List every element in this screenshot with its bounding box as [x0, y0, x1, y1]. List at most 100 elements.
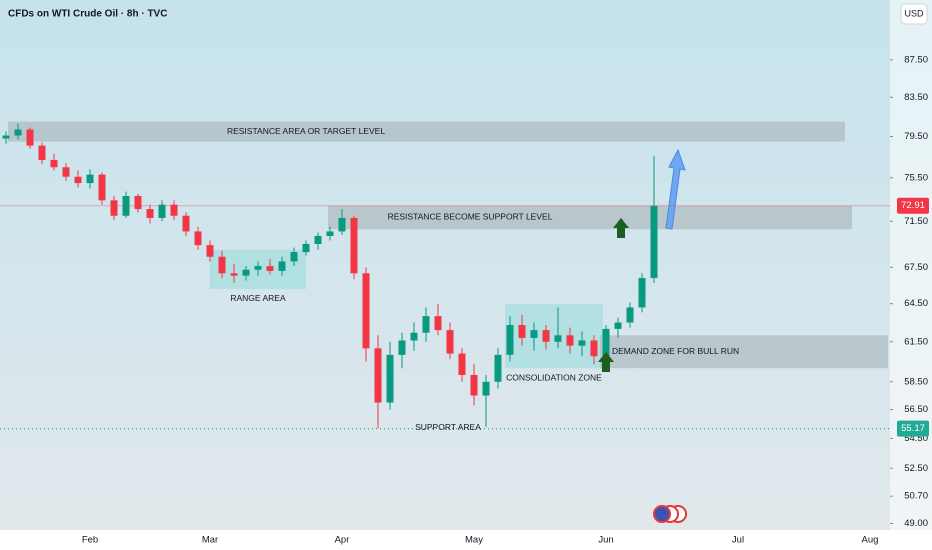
- y-tick-label: 49.00: [904, 518, 928, 529]
- y-tick-label: 71.50: [904, 216, 928, 227]
- currency-button[interactable]: [900, 3, 928, 25]
- candle-body: [494, 354, 502, 382]
- candle-body: [50, 159, 58, 168]
- y-tick-label: 75.50: [904, 172, 928, 183]
- event-icon: [653, 505, 671, 523]
- candle-body: [410, 332, 418, 341]
- candle-body: [398, 340, 406, 355]
- candle-body: [170, 204, 178, 216]
- event-icons: [653, 505, 687, 523]
- candle-body: [362, 273, 370, 349]
- candle-body: [554, 335, 562, 342]
- candle-body: [62, 167, 70, 177]
- x-tick-label: Jul: [732, 535, 744, 546]
- candle-body: [266, 266, 274, 271]
- candle-body: [650, 205, 658, 279]
- candle-body: [194, 231, 202, 246]
- price-tag-label: 55.17: [901, 423, 925, 434]
- candle-body: [2, 135, 10, 139]
- zone-label: RESISTANCE BECOME SUPPORT LEVEL: [388, 212, 553, 222]
- candle-body: [302, 243, 310, 253]
- candle-body: [386, 354, 394, 403]
- candle-body: [446, 330, 454, 354]
- y-tick-label: 79.50: [904, 131, 928, 142]
- candle-body: [374, 348, 382, 403]
- x-tick-label: Jun: [598, 535, 613, 546]
- chart-title: CFDs on WTI Crude Oil · 8h · TVC: [8, 9, 167, 20]
- candle-body: [134, 195, 142, 210]
- candle-body: [602, 328, 610, 357]
- y-tick-label: 52.50: [904, 463, 928, 474]
- candle-body: [458, 353, 466, 375]
- candle-body: [182, 215, 190, 232]
- up-arrow: [598, 352, 614, 372]
- x-tick-label: Aug: [862, 535, 879, 546]
- zone-label: DEMAND ZONE FOR BULL RUN: [612, 346, 739, 356]
- candle-body: [518, 325, 526, 338]
- y-tick-label: 54.50: [904, 433, 928, 444]
- candle-body: [614, 322, 622, 329]
- candle-body: [566, 335, 574, 346]
- price-tag: [897, 420, 929, 437]
- candle-body: [26, 129, 34, 146]
- candle-body: [470, 374, 478, 396]
- candle-body: [278, 261, 286, 271]
- zone-label: RESISTANCE AREA OR TARGET LEVEL: [227, 126, 385, 136]
- x-tick-label: Apr: [335, 535, 350, 546]
- price-tag: [897, 197, 929, 214]
- candle-body: [338, 217, 346, 232]
- candle-body: [86, 174, 94, 184]
- y-tick-label: 83.50: [904, 92, 928, 103]
- candle-body: [122, 195, 130, 216]
- zone-label: CONSOLIDATION ZONE: [506, 372, 602, 382]
- candle-body: [530, 330, 538, 338]
- candle-body: [590, 340, 598, 357]
- candle-body: [314, 235, 322, 244]
- candle-body: [422, 316, 430, 333]
- candle-body: [110, 200, 118, 216]
- y-tick-label: 87.50: [904, 54, 928, 65]
- time-axis-bg: [0, 530, 932, 550]
- zone-label: RANGE AREA: [230, 293, 286, 303]
- y-tick-label: 50.70: [904, 491, 928, 502]
- zone: [8, 121, 845, 142]
- candle-body: [242, 269, 250, 276]
- candle-body: [434, 316, 442, 331]
- price-axis-bg: [890, 0, 932, 550]
- candle-body: [638, 278, 646, 308]
- candle-body: [14, 129, 22, 136]
- zone: [328, 205, 852, 230]
- candle-body: [506, 325, 514, 355]
- zone: [600, 335, 888, 369]
- candle-body: [326, 231, 334, 236]
- candle-body: [146, 209, 154, 218]
- x-tick-label: Mar: [202, 535, 218, 546]
- candle-body: [254, 266, 262, 270]
- candle-body: [578, 340, 586, 346]
- currency[interactable]: USD: [904, 8, 924, 18]
- x-tick-label: Feb: [82, 535, 98, 546]
- support-label: SUPPORT AREA: [415, 422, 481, 432]
- y-tick-label: 56.50: [904, 404, 928, 415]
- projection-arrow: [665, 148, 686, 230]
- candle-body: [290, 252, 298, 262]
- y-tick-label: 67.50: [904, 262, 928, 273]
- candle-body: [38, 145, 46, 160]
- x-tick-label: May: [465, 535, 483, 546]
- candle-body: [542, 330, 550, 342]
- price-tag-label: 72.91: [901, 200, 925, 211]
- y-tick-label: 61.50: [904, 336, 928, 347]
- y-tick-label: 58.50: [904, 376, 928, 387]
- candle-body: [158, 204, 166, 218]
- candle-body: [626, 307, 634, 323]
- y-tick-label: 64.50: [904, 298, 928, 309]
- candle-body: [206, 245, 214, 257]
- candle-body: [350, 217, 358, 274]
- candle-body: [482, 381, 490, 396]
- candle-body: [230, 273, 238, 276]
- up-arrow: [613, 218, 629, 238]
- candle-body: [74, 176, 82, 184]
- candle-body: [218, 256, 226, 274]
